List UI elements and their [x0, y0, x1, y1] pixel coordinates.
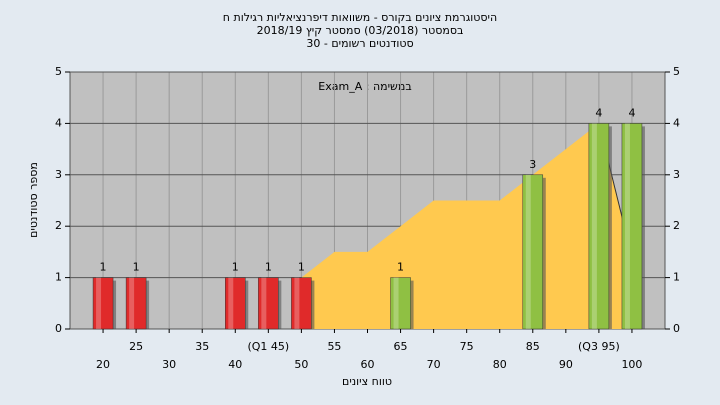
x-tick-label: 90	[559, 358, 573, 371]
x-tick-label: 80	[493, 358, 507, 371]
data-label: 1	[298, 261, 305, 274]
data-label: 4	[628, 106, 635, 119]
chart-subtitle: סטודנטים רשומים - 30	[306, 37, 413, 50]
bar-highlight	[129, 277, 135, 329]
x-tick-label: 100	[621, 358, 642, 371]
x-tick-label: 20	[96, 358, 110, 371]
x-tick-label: (Q3 95)	[578, 340, 620, 353]
data-label: 1	[397, 261, 404, 274]
y2-tick-label: 1	[673, 271, 680, 284]
chart-subtitle: בסמסטר (03/2018) סמסטר קיץ 2018/19	[257, 24, 464, 37]
x-tick-label: 85	[526, 340, 540, 353]
x-axis-label: טווח ציונים	[342, 375, 392, 388]
x-tick-label: 25	[129, 340, 143, 353]
y-axis-label: מספר סטודנטים	[27, 162, 40, 238]
y2-tick-label: 2	[673, 219, 680, 232]
bar-highlight	[624, 123, 630, 330]
x-tick-label: 70	[427, 358, 441, 371]
y-tick-label: 5	[55, 65, 62, 78]
data-label: 1	[100, 261, 107, 274]
bar-highlight	[591, 123, 597, 330]
y2-tick-label: 0	[673, 322, 680, 335]
x-tick-label: 60	[361, 358, 375, 371]
x-tick-label: 65	[394, 340, 408, 353]
data-label: 3	[529, 158, 536, 171]
y-tick-label: 3	[55, 168, 62, 181]
bar-highlight	[525, 174, 531, 329]
annotation: Exam_A : במשימה	[318, 80, 411, 93]
chart-title: היסטוגרמת ציונים בקורס - משוואות דיפרנצי…	[223, 11, 497, 24]
y-tick-label: 1	[55, 271, 62, 284]
bar-highlight	[261, 277, 267, 329]
y2-tick-label: 3	[673, 168, 680, 181]
data-label: 1	[133, 261, 140, 274]
x-tick-label: 30	[162, 358, 176, 371]
x-tick-label: 75	[460, 340, 474, 353]
area	[301, 123, 632, 330]
bar-highlight	[96, 277, 102, 329]
y2-tick-label: 4	[673, 116, 680, 129]
x-tick-label: 55	[327, 340, 341, 353]
x-tick-label: (Q1 45)	[247, 340, 289, 353]
bar-highlight	[228, 277, 234, 329]
bar-highlight	[294, 277, 300, 329]
data-label: 1	[232, 261, 239, 274]
data-label: 1	[265, 261, 272, 274]
bar-highlight	[393, 277, 399, 329]
y-tick-label: 2	[55, 219, 62, 232]
data-label: 4	[595, 106, 602, 119]
x-tick-label: 35	[195, 340, 209, 353]
x-tick-label: 40	[228, 358, 242, 371]
y-tick-label: 4	[55, 116, 62, 129]
y-tick-label: 0	[55, 322, 62, 335]
y2-tick-label: 5	[673, 65, 680, 78]
x-tick-label: 50	[294, 358, 308, 371]
